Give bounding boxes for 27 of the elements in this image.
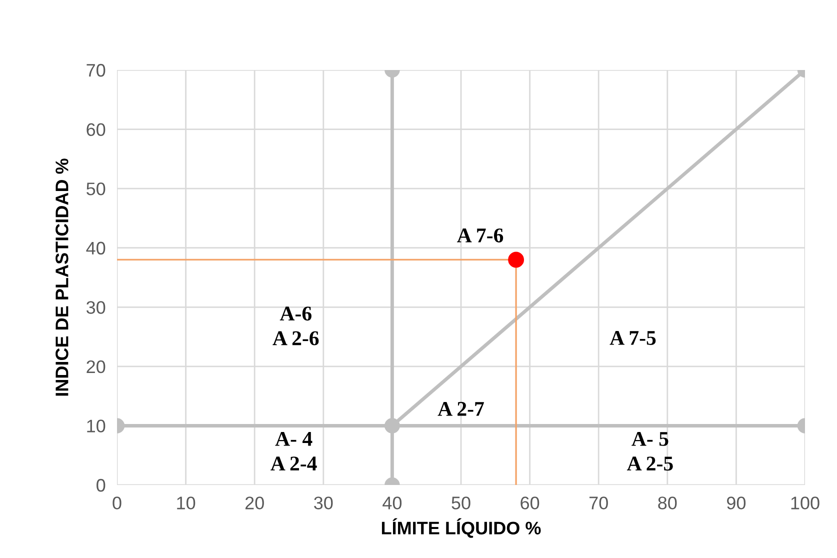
annotation: A- 4 A 2-4 [270, 432, 317, 470]
x-tick-label: 0 [112, 496, 122, 510]
y-tick-label: 40 [86, 242, 106, 255]
x-tick-label: 100 [791, 496, 820, 510]
x-tick-label: 60 [520, 496, 540, 510]
y-tick-label: 20 [86, 360, 106, 374]
annotation: A 2-7 [438, 402, 484, 416]
x-tick-label: 80 [658, 496, 677, 510]
y-tick-label: 50 [86, 182, 106, 196]
y-tick-label: 30 [86, 301, 106, 314]
x-tick-label: 10 [177, 496, 196, 510]
x-tick-label: 50 [452, 496, 470, 510]
y-tick-label: 70 [86, 64, 106, 77]
x-tick-label: 30 [314, 496, 333, 510]
x-tick-label: 70 [589, 496, 608, 510]
y-axis-title: INDICE DE PLASTICIDAD % [56, 158, 68, 396]
y-tick-label: 60 [86, 123, 106, 136]
annotation: A 7-6 [457, 228, 504, 242]
x-tick-label: 90 [727, 496, 746, 510]
y-tick-label: 0 [96, 478, 106, 492]
annotation: A- 5 A 2-5 [626, 432, 673, 471]
x-axis-title: LÍMITE LÍQUIDO % [382, 518, 541, 538]
annotation: A-6 A 2-6 [272, 306, 319, 346]
x-tick-label: 20 [245, 496, 264, 510]
y-tick-label: 10 [87, 420, 106, 432]
annotation: A 7-5 [610, 331, 656, 345]
x-tick-label: 40 [382, 496, 402, 510]
